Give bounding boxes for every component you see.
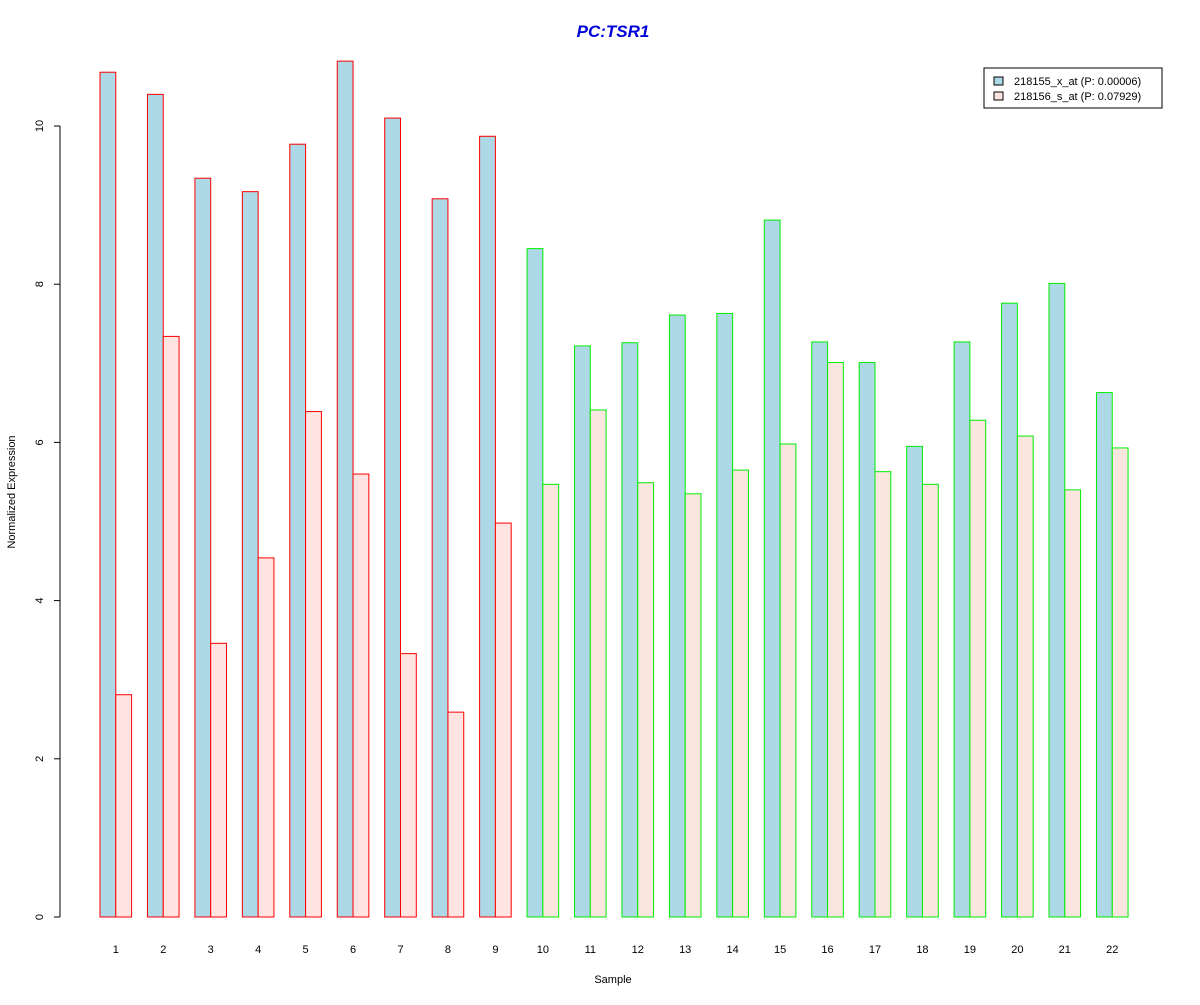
bars <box>99 60 1129 918</box>
bar-218156-sample-12 <box>637 482 655 918</box>
bar-218155-sample-11 <box>574 345 591 918</box>
bar-218156-sample-22 <box>1111 447 1129 918</box>
y-tick-label: 4 <box>34 598 46 604</box>
bar-218155-sample-10 <box>526 248 544 918</box>
x-tick-label: 1 <box>113 944 119 956</box>
x-tick-label: 6 <box>350 944 356 956</box>
bar-218155-sample-3 <box>194 177 212 918</box>
bar-218155-sample-18 <box>906 445 923 918</box>
bar-218155-sample-21 <box>1048 282 1066 918</box>
bar-218156-sample-7 <box>400 653 417 918</box>
bar-218156-sample-21 <box>1064 489 1082 918</box>
x-tick-label: 22 <box>1106 944 1118 956</box>
x-tick-label: 14 <box>727 944 739 956</box>
x-tick-label: 19 <box>964 944 976 956</box>
bar-218155-sample-19 <box>953 341 971 918</box>
x-tick-label: 2 <box>160 944 166 956</box>
bar-218155-sample-20 <box>1001 302 1018 918</box>
bar-218155-sample-17 <box>858 362 876 918</box>
bar-218156-sample-5 <box>305 411 322 918</box>
x-tick-label: 10 <box>537 944 549 956</box>
x-tick-label: 17 <box>869 944 881 956</box>
bar-218156-sample-9 <box>494 522 512 918</box>
bar-218156-sample-13 <box>684 493 702 918</box>
x-tick-label: 7 <box>397 944 403 956</box>
bar-218155-sample-15 <box>763 219 781 918</box>
bar-218156-sample-16 <box>827 362 844 918</box>
bar-218155-sample-14 <box>716 312 734 918</box>
y-axis-label: Normalized Expression <box>6 435 18 548</box>
x-tick-label: 20 <box>1011 944 1023 956</box>
bar-218156-sample-19 <box>969 419 987 918</box>
x-tick-label: 11 <box>585 944 596 956</box>
legend-swatch-218155 <box>993 76 1004 86</box>
bar-218155-sample-4 <box>241 191 259 918</box>
bar-218155-sample-6 <box>336 60 354 918</box>
legend-label-218155: 218155_x_at (P: 0.00006) <box>1014 76 1141 88</box>
x-tick-label: 21 <box>1059 944 1071 956</box>
bar-218156-sample-1 <box>115 694 133 918</box>
bar-218155-sample-7 <box>384 117 402 918</box>
legend-box <box>983 67 1163 109</box>
bar-218155-sample-16 <box>811 341 829 918</box>
x-tick-label: 12 <box>632 944 644 956</box>
legend-label-218156: 218156_s_at (P: 0.07929) <box>1014 91 1141 103</box>
bar-218156-sample-8 <box>447 711 465 918</box>
x-tick-label: 9 <box>492 944 498 956</box>
y-tick-label: 8 <box>34 281 46 287</box>
x-tick-label: 15 <box>774 944 786 956</box>
x-tick-label: 13 <box>679 944 691 956</box>
bar-218156-sample-2 <box>162 335 180 918</box>
x-tick-label: 16 <box>821 944 833 956</box>
y-tick-label: 6 <box>34 439 46 445</box>
bar-218155-sample-2 <box>146 93 164 918</box>
bar-218156-sample-18 <box>921 483 939 918</box>
bar-218155-sample-13 <box>668 314 686 918</box>
bar-218156-sample-4 <box>257 557 275 918</box>
bar-218156-sample-17 <box>874 471 892 918</box>
x-tick-label: 8 <box>445 944 451 956</box>
bar-218156-sample-3 <box>210 642 227 918</box>
y-axis: 0 2 4 6 8 10 <box>34 120 61 920</box>
bar-218155-sample-9 <box>479 135 496 918</box>
bar-218155-sample-1 <box>99 71 117 918</box>
bar-218156-sample-10 <box>542 483 560 918</box>
bar-218155-sample-12 <box>621 342 639 918</box>
bar-218156-sample-6 <box>352 473 370 918</box>
x-tick-label: 5 <box>303 944 309 956</box>
x-tick-label: 3 <box>208 944 214 956</box>
bar-218156-sample-15 <box>779 443 797 918</box>
bar-218155-sample-22 <box>1095 392 1113 918</box>
x-tick-label: 18 <box>916 944 928 956</box>
bar-218156-sample-20 <box>1016 435 1034 918</box>
y-tick-label: 2 <box>34 756 46 762</box>
legend: 218155_x_at (P: 0.00006) 218156_s_at (P:… <box>983 67 1163 109</box>
y-tick-label: 10 <box>34 120 46 132</box>
bar-218156-sample-14 <box>732 469 749 918</box>
chart-title: PC:TSR1 <box>577 22 650 41</box>
y-tick-label: 0 <box>34 914 46 920</box>
x-axis-label: Sample <box>594 974 631 986</box>
x-tick-label: 4 <box>255 944 261 956</box>
bar-218156-sample-11 <box>589 409 607 918</box>
legend-swatch-218156 <box>993 91 1004 101</box>
bar-218155-sample-8 <box>431 198 449 918</box>
bar-218155-sample-5 <box>289 143 307 918</box>
x-tick-labels: 1 2 3 4 5 6 7 8 9 10 11 12 13 14 15 16 17 18 19 20 21 22 <box>113 944 1119 956</box>
